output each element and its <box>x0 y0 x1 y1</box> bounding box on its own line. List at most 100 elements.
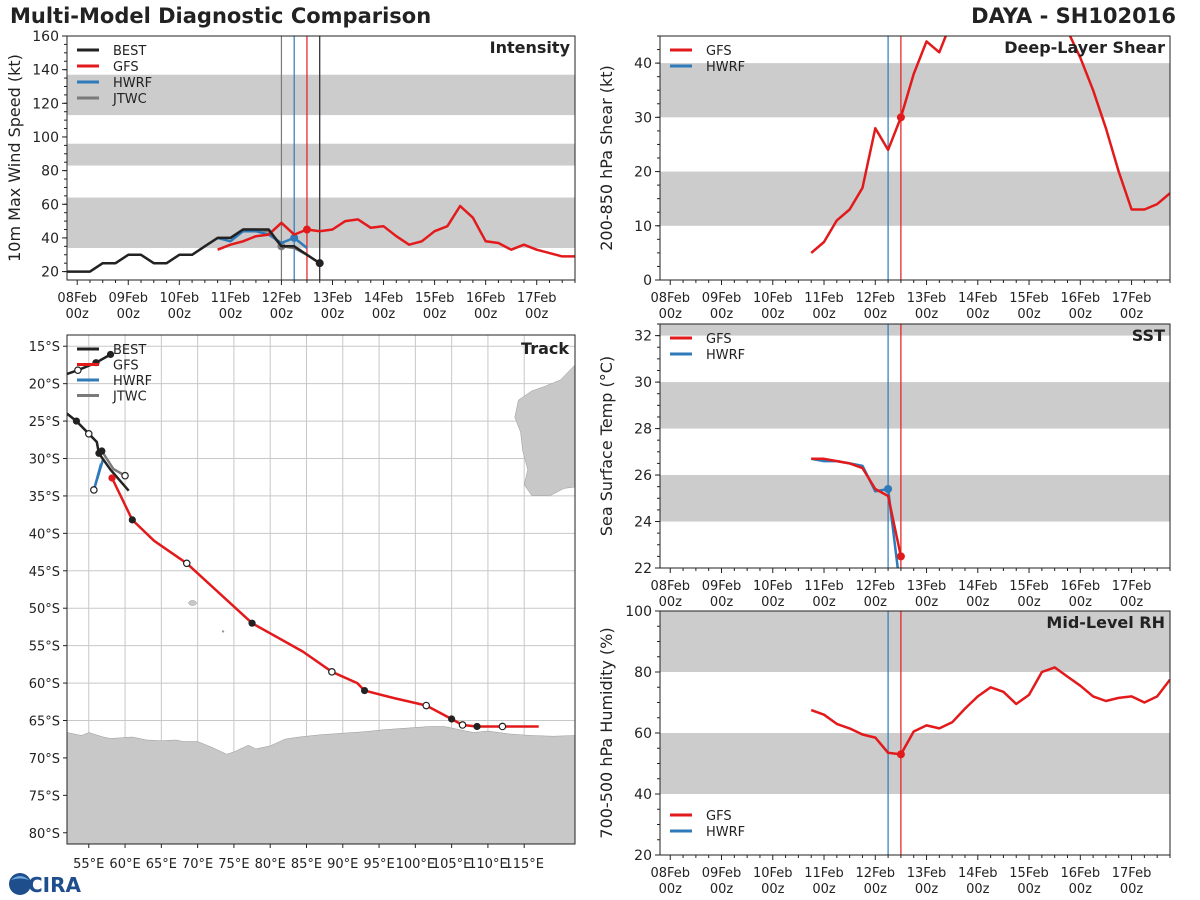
intensity-legend-label-hwrf: HWRF <box>113 76 152 91</box>
shear-xtick-label: 10Feb <box>753 291 793 306</box>
track-ytick-label: 15°S <box>29 340 60 355</box>
track-xtick-label: 95°E <box>363 857 394 872</box>
sst-ytick-label: 22 <box>634 561 652 577</box>
track-ytick-label: 45°S <box>29 565 60 580</box>
track-xtick-label: 110°E <box>468 857 508 872</box>
rh-legend-label-hwrf: HWRF <box>706 825 745 840</box>
track-line-best <box>67 353 112 376</box>
rh-xtick-sublabel: 00z <box>761 882 785 897</box>
track-marker-open-gfs <box>328 668 336 676</box>
rh-xtick-label: 13Feb <box>907 866 947 881</box>
shear-xtick-sublabel: 00z <box>812 307 836 322</box>
intensity-ytick-label: 120 <box>32 96 59 112</box>
track-ytick-label: 80°S <box>29 827 60 842</box>
track-line-jtwc <box>100 450 126 477</box>
intensity-ytick-label: 80 <box>41 164 59 180</box>
track-ytick-label: 70°S <box>29 752 60 767</box>
intensity-legend-label-jtwc: JTWC <box>112 92 147 107</box>
rh-xtick-label: 15Feb <box>1009 866 1049 881</box>
intensity-xtick-sublabel: 00z <box>168 307 192 322</box>
sst-legend-label-hwrf: HWRF <box>706 348 745 363</box>
shear-legend-label-hwrf: HWRF <box>706 60 745 75</box>
rh-band-1 <box>660 611 1170 672</box>
rh-ylabel: 700-500 hPa Humidity (%) <box>597 627 616 838</box>
shear-title: Deep-Layer Shear <box>1004 38 1165 57</box>
track-marker-open-hwrf <box>90 486 98 494</box>
rh-xtick-label: 17Feb <box>1112 866 1152 881</box>
track-xtick-label: 85°E <box>291 857 322 872</box>
track-marker-open-best <box>84 430 93 438</box>
intensity-panel: 2040608010012014016008Feb00z09Feb00z10Fe… <box>5 29 576 322</box>
shear-xtick-label: 15Feb <box>1009 291 1049 306</box>
intensity-xtick-label: 10Feb <box>160 291 200 306</box>
track-marker-filled-best <box>106 350 115 359</box>
track-line-hwrf <box>92 458 105 492</box>
rh-xtick-label: 14Feb <box>958 866 998 881</box>
track-marker-filled-gfs <box>128 516 136 524</box>
intensity-frame <box>66 35 576 281</box>
intensity-ytick-label: 60 <box>41 197 59 213</box>
intensity-marker-best <box>315 259 324 268</box>
track-line-gfs <box>110 477 539 728</box>
shear-xtick-label: 13Feb <box>907 291 947 306</box>
sst-ytick-label: 26 <box>634 468 652 484</box>
sst-xtick-label: 11Feb <box>804 579 844 594</box>
rh-xtick-sublabel: 00z <box>710 882 734 897</box>
intensity-ytick-label: 140 <box>32 63 59 79</box>
shear-xtick-label: 14Feb <box>958 291 998 306</box>
intensity-line-gfs <box>217 204 575 258</box>
shear-ytick-label: 40 <box>634 56 652 72</box>
track-xtick-label: 65°E <box>146 857 177 872</box>
shear-xtick-sublabel: 00z <box>966 307 990 322</box>
rh-legend-label-gfs: GFS <box>706 809 732 824</box>
page-title: Multi-Model Diagnostic Comparison <box>10 4 432 28</box>
intensity-xtick-sublabel: 00z <box>423 307 447 322</box>
track-marker-open-gfs <box>182 559 191 568</box>
intensity-xtick-sublabel: 00z <box>474 307 498 322</box>
logo-swoosh-icon <box>11 876 29 880</box>
sst-ylabel: Sea Surface Temp (°C) <box>597 356 616 536</box>
kerguelen-island <box>188 600 197 606</box>
intensity-ylabel: 10m Max Wind Speed (kt) <box>5 54 24 262</box>
shear-xtick-sublabel: 00z <box>1069 307 1093 322</box>
intensity-xtick-sublabel: 00z <box>117 307 141 322</box>
logo-text: CIRA <box>28 873 82 897</box>
track-marker-filled-best <box>95 449 103 457</box>
shear-xtick-label: 17Feb <box>1112 291 1152 306</box>
track-ytick-label: 50°S <box>29 602 60 617</box>
sst-xtick-sublabel: 00z <box>761 595 785 610</box>
rh-band-0 <box>660 733 1170 794</box>
rh-xtick-label: 09Feb <box>702 866 742 881</box>
intensity-xtick-label: 08Feb <box>57 291 97 306</box>
rh-xtick-sublabel: 00z <box>915 882 939 897</box>
shear-ytick-label: 30 <box>634 110 652 126</box>
track-xtick-label: 80°E <box>255 857 286 872</box>
rh-xtick-label: 10Feb <box>753 866 793 881</box>
rh-panel: 2040608010008Feb00z09Feb00z10Feb00z11Feb… <box>597 604 1171 897</box>
track-xtick-label: 60°E <box>109 857 140 872</box>
intensity-xtick-sublabel: 00z <box>321 307 345 322</box>
intensity-xtick-sublabel: 00z <box>219 307 243 322</box>
intensity-xtick-label: 17Feb <box>517 291 557 306</box>
intensity-ytick-label: 100 <box>32 130 59 146</box>
sst-ytick-label: 24 <box>634 515 652 531</box>
intensity-xtick-label: 13Feb <box>313 291 353 306</box>
sst-band-2 <box>660 324 1170 336</box>
shear-ytick-label: 10 <box>634 219 652 235</box>
rh-xtick-sublabel: 00z <box>1017 882 1041 897</box>
track-ytick-label: 20°S <box>29 378 60 393</box>
shear-xtick-sublabel: 00z <box>915 307 939 322</box>
sst-xtick-sublabel: 00z <box>710 595 734 610</box>
sst-xtick-sublabel: 00z <box>966 595 990 610</box>
rh-ytick-label: 40 <box>634 787 652 803</box>
track-frame <box>66 334 576 845</box>
track-ytick-label: 55°S <box>29 640 60 655</box>
intensity-xtick-label: 14Feb <box>364 291 404 306</box>
rh-ytick-label: 20 <box>634 848 652 864</box>
track-ytick-label: 35°S <box>29 490 60 505</box>
sst-xtick-label: 09Feb <box>702 579 742 594</box>
sst-panel: 22242628303208Feb00z09Feb00z10Feb00z11Fe… <box>597 323 1171 610</box>
intensity-title: Intensity <box>490 38 571 57</box>
track-xtick-label: 55°E <box>73 857 104 872</box>
rh-xtick-sublabel: 00z <box>1120 882 1144 897</box>
